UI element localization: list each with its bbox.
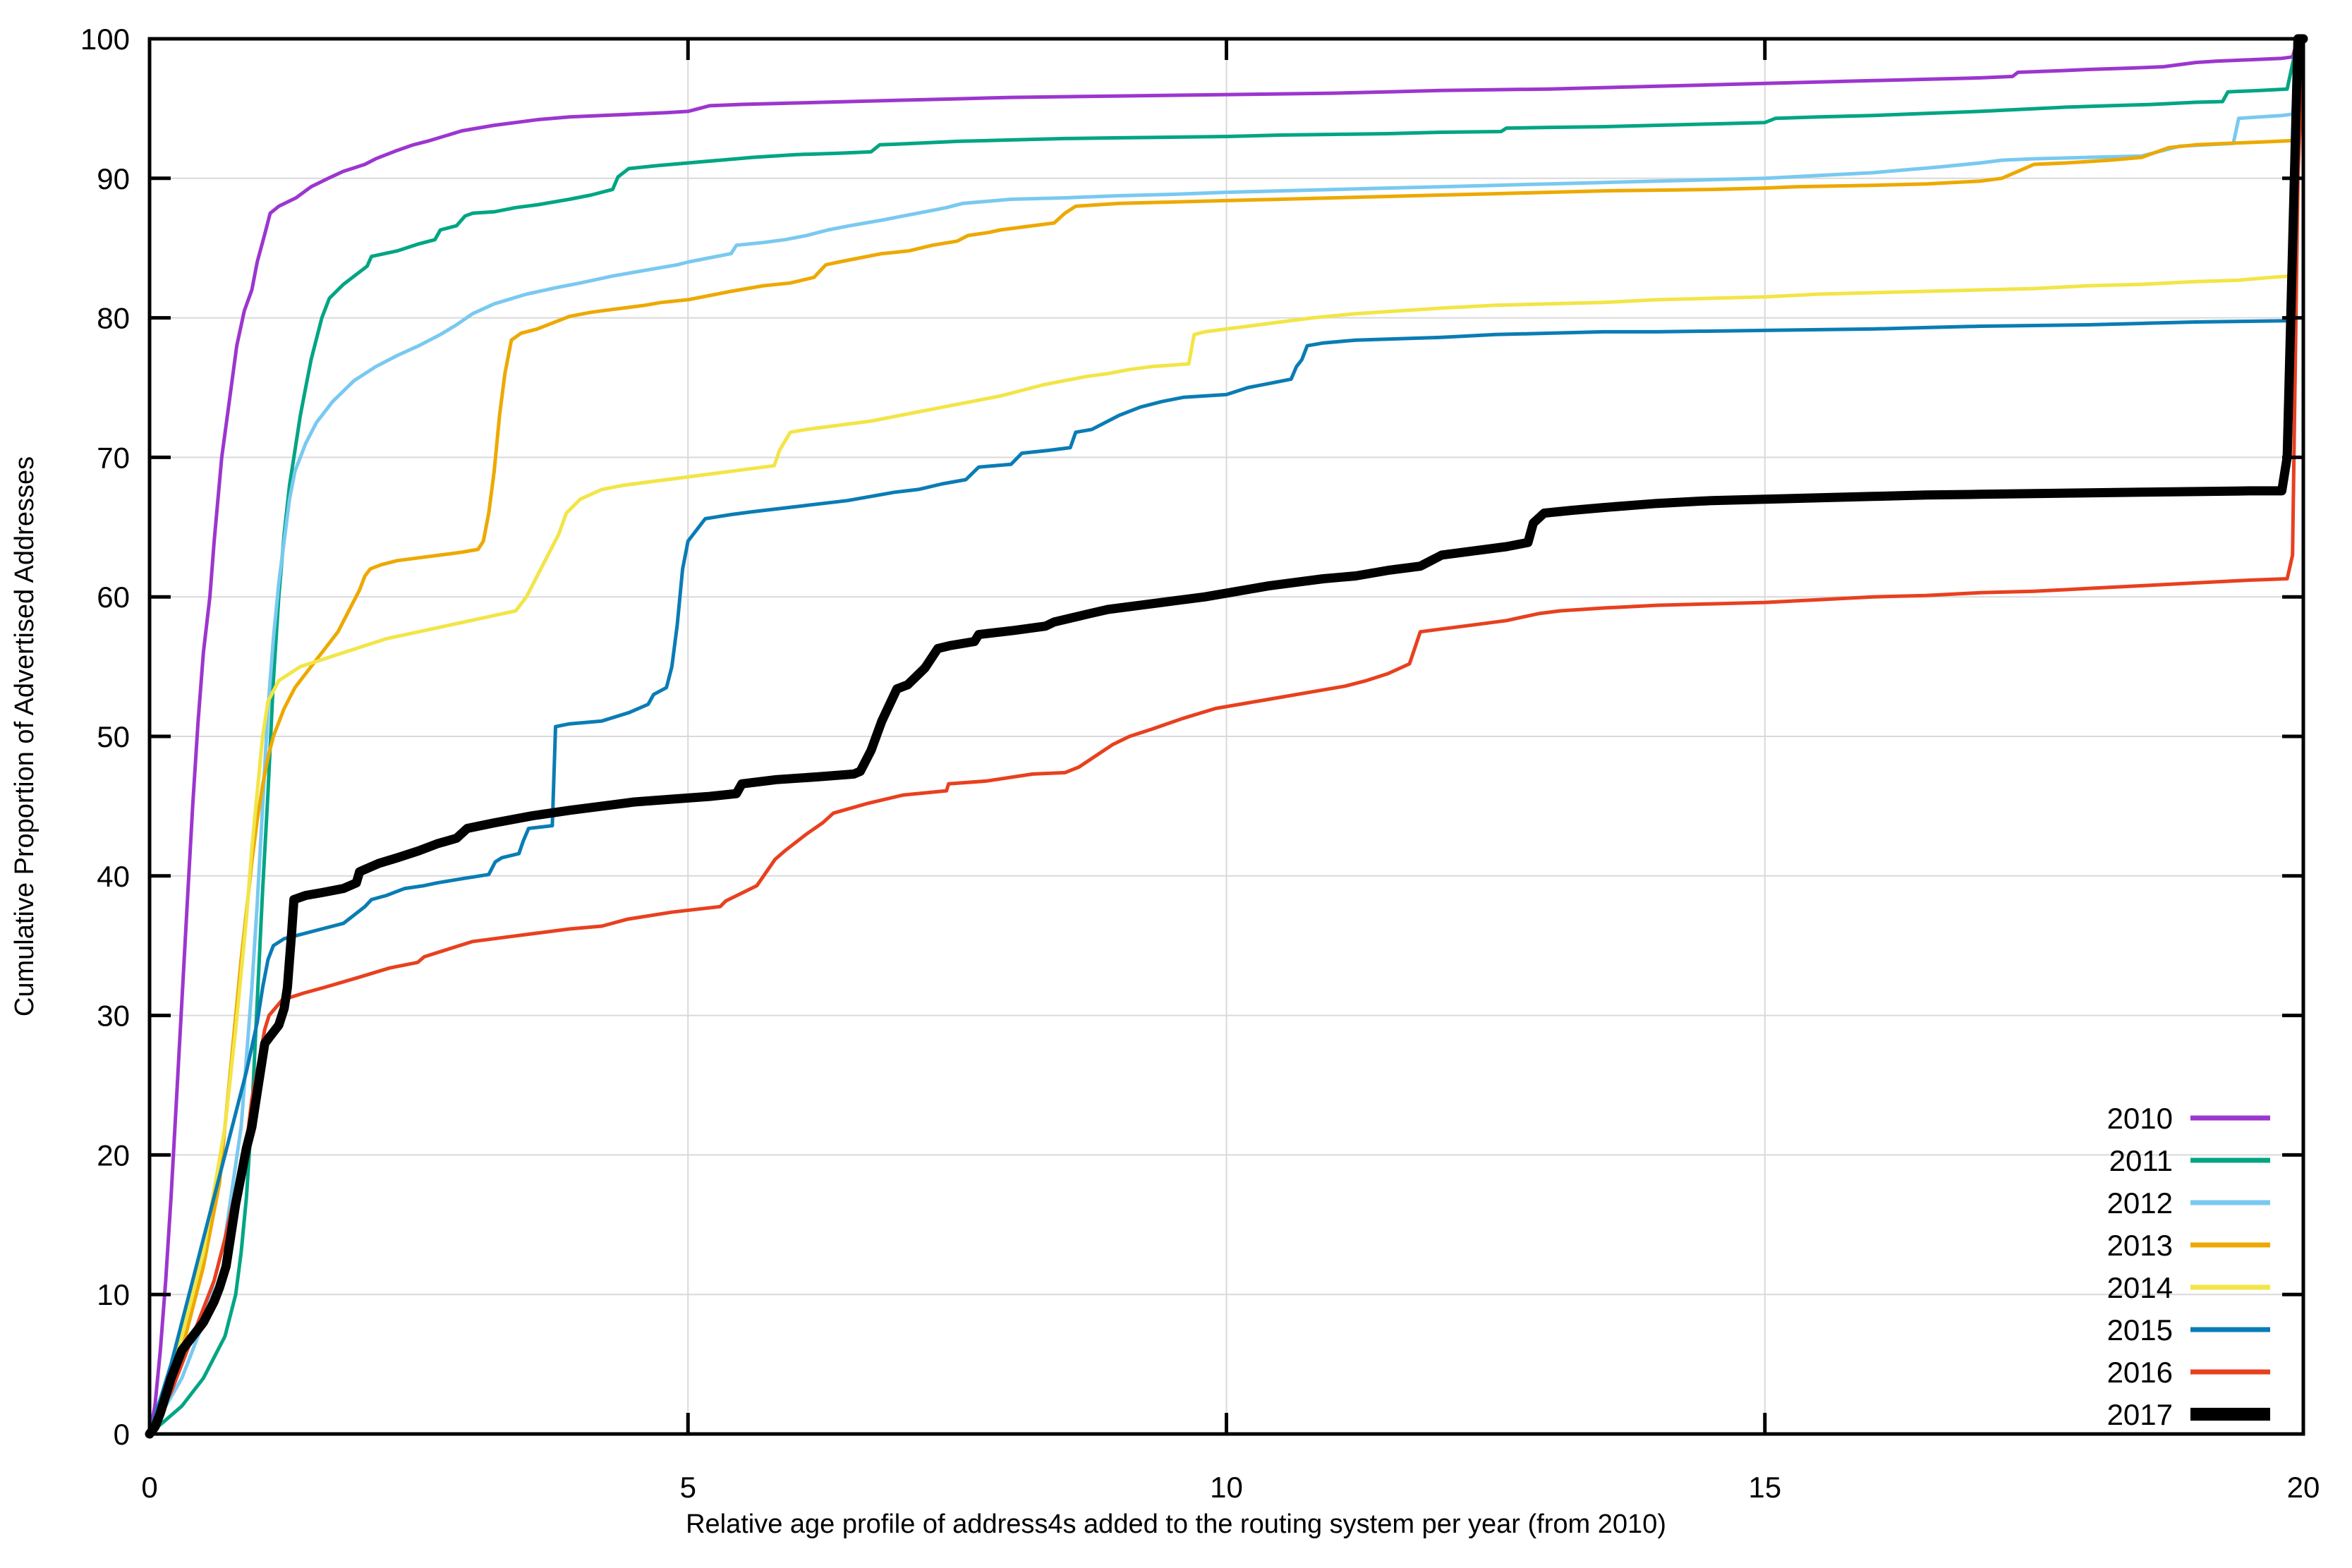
y-tick-label: 30 [97, 999, 130, 1033]
series-2014 [147, 37, 2305, 1436]
series-2016 [147, 37, 2305, 1436]
x-tick-label: 0 [141, 1471, 157, 1504]
x-tick-label: 10 [1210, 1471, 1243, 1504]
legend-label-2012: 2012 [2107, 1186, 2173, 1220]
legend-label-2015: 2015 [2107, 1313, 2173, 1347]
legend-label-2017: 2017 [2107, 1398, 2173, 1431]
y-tick-label: 40 [97, 860, 130, 893]
legend-label-2013: 2013 [2107, 1229, 2173, 1262]
series-2015 [147, 37, 2305, 1436]
y-tick-label: 0 [114, 1418, 130, 1451]
y-tick-label: 60 [97, 581, 130, 614]
series-2012 [147, 37, 2305, 1436]
x-tick-label: 20 [2287, 1471, 2320, 1504]
legend-label-2011: 2011 [2109, 1144, 2173, 1177]
x-tick-label: 15 [1748, 1471, 1781, 1504]
legend-label-2014: 2014 [2107, 1271, 2173, 1304]
x-axis-title: Relative age profile of address4s added … [686, 1509, 1666, 1539]
y-tick-label: 100 [80, 23, 130, 56]
y-tick-label: 20 [97, 1138, 130, 1172]
y-axis-title: Cumulative Proportion of Advertised Addr… [10, 456, 40, 1017]
legend-label-2010: 2010 [2107, 1102, 2173, 1135]
y-tick-label: 10 [97, 1278, 130, 1311]
y-tick-label: 70 [97, 441, 130, 474]
legend-label-2016: 2016 [2107, 1356, 2173, 1389]
series-2010 [147, 37, 2305, 1436]
x-tick-label: 5 [680, 1471, 696, 1504]
series-2017 [145, 34, 2308, 1439]
y-tick-label: 50 [97, 720, 130, 753]
y-tick-label: 90 [97, 162, 130, 195]
y-tick-label: 80 [97, 302, 130, 335]
series-2013 [147, 37, 2305, 1436]
